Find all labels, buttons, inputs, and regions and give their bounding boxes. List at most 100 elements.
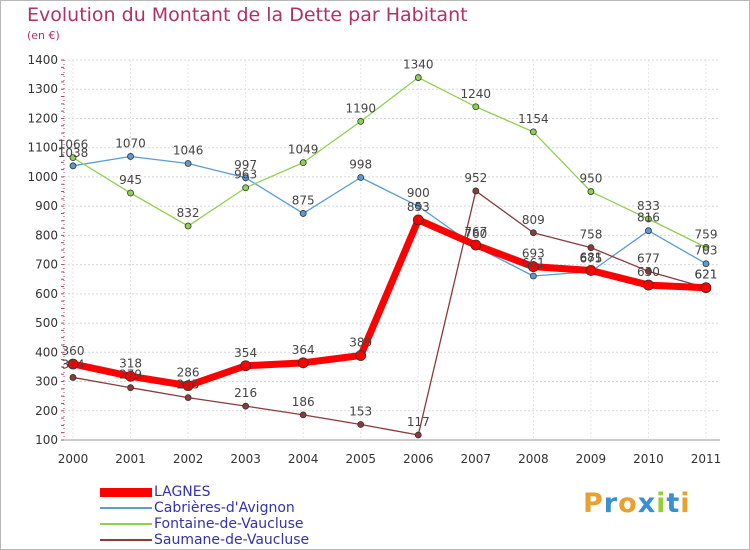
data-point	[412, 214, 424, 226]
series-line	[72, 76, 707, 249]
data-label: 318	[119, 356, 142, 370]
data-label: 677	[637, 251, 660, 265]
data-point	[414, 74, 422, 81]
data-point	[585, 265, 597, 276]
data-label: 681	[579, 250, 602, 264]
data-label: 853	[407, 200, 430, 214]
data-label: 998	[349, 158, 372, 172]
x-tick-label: 2001	[115, 452, 146, 466]
y-tick-label: 800	[35, 228, 58, 242]
data-point	[127, 153, 134, 160]
data-label: 759	[695, 227, 718, 241]
data-point	[242, 184, 250, 192]
series-line	[72, 190, 707, 436]
data-point	[702, 260, 710, 268]
legend-item: LAGNES	[100, 484, 360, 500]
data-label: 997	[234, 158, 257, 172]
data-point	[414, 202, 422, 210]
data-point	[297, 357, 309, 369]
brand-letter: o	[618, 488, 638, 519]
data-point	[472, 187, 480, 195]
data-label: 153	[349, 405, 372, 419]
data-point	[299, 411, 307, 419]
data-point	[355, 350, 367, 361]
legend-swatch	[100, 539, 152, 541]
legend-swatch	[100, 487, 152, 497]
legend-label: Cabrières-d'Avignon	[154, 500, 295, 516]
chart-unit: (en €)	[27, 29, 60, 42]
data-label: 661	[522, 256, 545, 270]
data-point	[357, 174, 365, 181]
legend-item: Saumane-de-Vaucluse	[100, 532, 360, 548]
data-label: 875	[292, 193, 315, 207]
data-label: 1046	[173, 143, 204, 157]
x-tick-label: 2002	[173, 452, 204, 466]
data-label: 950	[579, 172, 602, 186]
data-point	[242, 174, 250, 182]
data-point	[69, 154, 77, 162]
data-point	[184, 394, 192, 402]
data-point	[69, 162, 77, 170]
data-point	[702, 243, 710, 251]
brand-letter: r	[603, 488, 619, 519]
y-tick-label: 100	[35, 433, 58, 447]
data-point	[357, 117, 365, 125]
x-tick-label: 2007	[461, 452, 492, 466]
data-label: 314	[62, 357, 85, 371]
y-tick-label: 500	[35, 316, 58, 330]
data-point	[470, 239, 482, 251]
data-label: 675	[579, 252, 602, 266]
y-tick-label: 200	[35, 404, 58, 418]
data-label: 117	[407, 415, 430, 429]
data-label: 279	[119, 368, 142, 382]
data-label: 364	[292, 343, 315, 357]
data-point	[125, 370, 136, 382]
data-label: 952	[464, 171, 487, 185]
x-tick-label: 2008	[518, 452, 549, 466]
data-label: 809	[522, 213, 545, 227]
data-label: 816	[637, 211, 660, 225]
chart-title: Evolution du Montant de la Dette par Hab…	[27, 4, 468, 26]
data-label: 767	[464, 225, 487, 239]
data-label: 963	[234, 168, 257, 182]
data-label: 833	[637, 199, 660, 213]
data-label: 1240	[461, 87, 492, 101]
data-label: 389	[349, 336, 372, 350]
y-tick-label: 1400	[27, 53, 58, 67]
y-tick-label: 1200	[27, 111, 58, 125]
data-point	[69, 374, 77, 381]
data-label: 945	[119, 173, 142, 187]
data-point	[414, 431, 422, 439]
y-tick-label: 900	[35, 199, 58, 213]
x-tick-label: 2003	[230, 452, 261, 466]
y-tick-label: 1300	[27, 82, 58, 96]
data-label: 1340	[403, 58, 434, 72]
data-label: 245	[177, 378, 200, 392]
data-point	[587, 188, 595, 195]
brand-letter: x	[637, 488, 657, 519]
data-point	[472, 103, 480, 111]
data-point	[645, 267, 652, 275]
data-point	[643, 279, 654, 291]
data-label: 286	[177, 366, 200, 380]
data-label: 216	[234, 386, 257, 400]
legend-swatch	[100, 507, 152, 509]
data-label: 186	[292, 395, 315, 409]
legend-item: Fontaine-de-Vaucluse	[100, 516, 360, 532]
x-tick-label: 2011	[691, 452, 722, 466]
y-tick-label: 400	[35, 345, 58, 359]
data-point	[127, 384, 134, 392]
data-label: 621	[695, 268, 718, 282]
x-tick-label: 2010	[633, 452, 664, 466]
data-label: 1070	[115, 136, 146, 150]
data-label: 621	[695, 268, 718, 282]
data-point	[529, 229, 537, 237]
line-chart: 1002003004005006007008009001000110012001…	[27, 53, 722, 466]
data-point	[240, 360, 252, 372]
data-label: 1190	[345, 101, 376, 115]
x-tick-label: 2005	[345, 452, 376, 466]
data-label: 360	[62, 344, 85, 358]
data-label: 1154	[518, 112, 549, 126]
brand-letter: i	[656, 488, 667, 519]
series-line	[69, 216, 710, 390]
